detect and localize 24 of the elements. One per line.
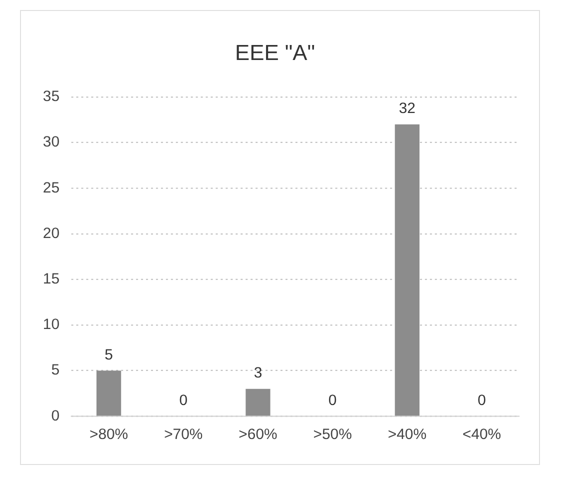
bar — [246, 388, 270, 416]
y-tick-label: 35 — [42, 88, 60, 106]
y-tick-label: 5 — [51, 362, 60, 379]
x-tick-label: <40% — [462, 426, 502, 444]
x-tick-label: >70% — [164, 426, 203, 444]
bar — [96, 370, 122, 416]
x-tick-label: >40% — [388, 426, 426, 444]
y-tick-label: 10 — [42, 316, 60, 334]
chart-title: EEE "A" — [234, 40, 316, 66]
y-tick-label: 0 — [51, 407, 60, 424]
y-tick-label: 15 — [42, 270, 60, 288]
data-label: 0 — [179, 392, 188, 409]
y-tick-label: 20 — [42, 224, 60, 242]
data-label: 3 — [254, 364, 262, 382]
y-tick-label: 25 — [42, 179, 60, 196]
data-label: 5 — [104, 346, 113, 364]
data-label: 32 — [398, 100, 416, 118]
y-tick-label: 30 — [42, 134, 60, 151]
x-tick-label: >60% — [238, 426, 278, 444]
x-tick-label: >50% — [313, 426, 352, 444]
data-label: 0 — [478, 392, 486, 409]
data-label: 0 — [328, 392, 337, 409]
x-tick-label: >80% — [89, 426, 128, 444]
bar — [394, 124, 420, 416]
